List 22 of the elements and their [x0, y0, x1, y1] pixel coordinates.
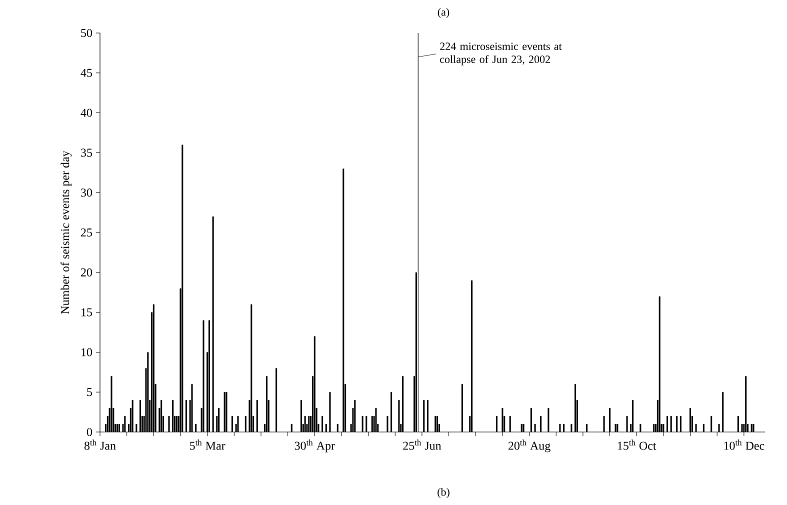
y-tick-label: 10: [82, 348, 92, 356]
y-tick-label: 45: [80, 68, 92, 77]
y-tick-label: 50: [81, 28, 92, 38]
text: (b): [438, 488, 450, 498]
x-tick-label: 30$^{th}$ Apr: [294, 440, 335, 452]
y-axis-title: Number of seismic events per day: [60, 150, 72, 314]
x-tick-label: 10$^{th}$ Dec: [724, 440, 764, 450]
y-tick-label: 20: [81, 268, 92, 276]
x-tick-label: 15$^{th}$ Oct: [618, 440, 656, 450]
y-tick-label: 35: [81, 148, 92, 157]
ref-line-label: 224 microseismic events at collapse of Jun 23, 2002: [440, 42, 562, 66]
x-tick-label: 20$^{th}$ Aug: [508, 440, 550, 452]
text: (a): [438, 8, 450, 18]
y-tick-label: 0: [86, 428, 92, 436]
y-tick-label: 5: [87, 388, 92, 396]
x-tick-label: 25$^{th}$ Jun: [403, 440, 442, 450]
y-tick-label: 25: [81, 228, 92, 237]
y-tick-label: 40: [80, 108, 92, 117]
x-tick-label: 5$^{th}$ Mar: [190, 440, 226, 450]
y-tick-label: 15: [82, 308, 92, 316]
y-tick-label: 30: [81, 188, 92, 197]
x-tick-label: 8$^{th}$ Jan: [84, 440, 116, 450]
